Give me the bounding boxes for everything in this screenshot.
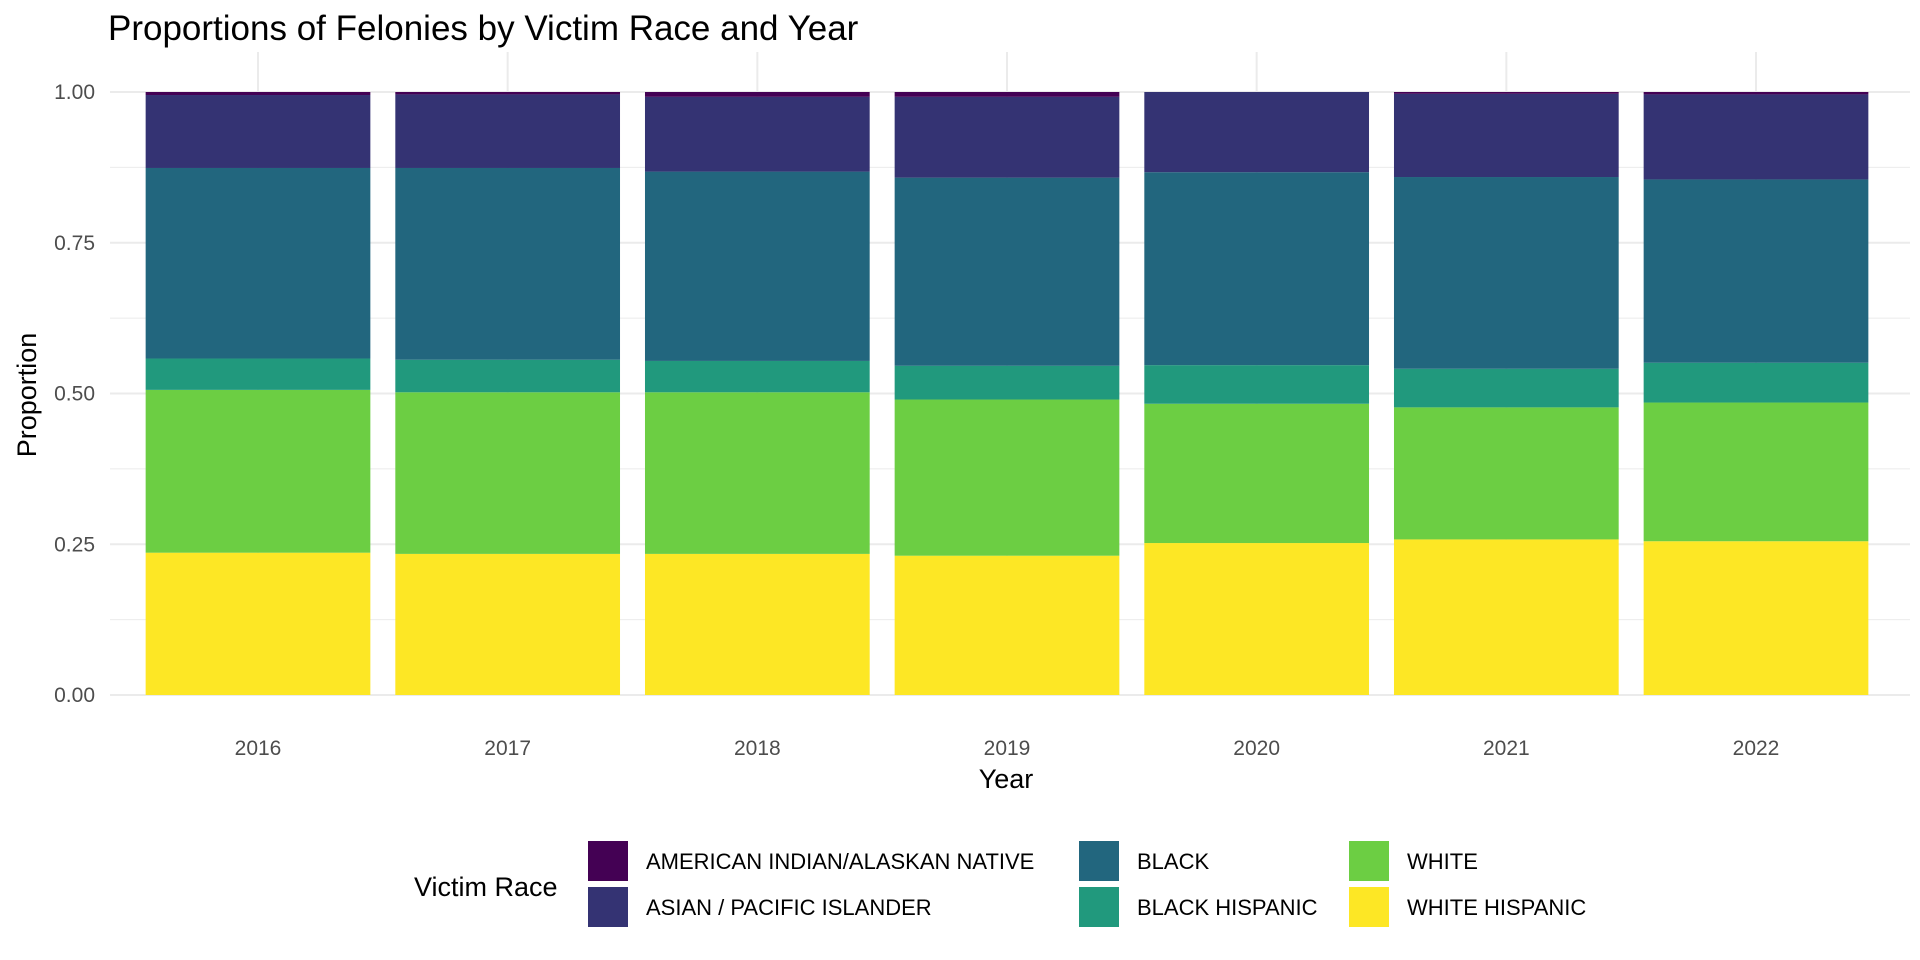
legend-label: BLACK [1137,849,1209,874]
bar-segment [1393,93,1619,178]
bar-segment [145,358,371,390]
x-tick-label: 2018 [734,737,781,760]
bar-segment [894,92,1120,97]
bar-segment [1643,541,1869,695]
legend-label: WHITE HISPANIC [1407,895,1586,920]
legend-label: BLACK HISPANIC [1137,895,1318,920]
bar-segment [1393,92,1619,94]
x-tick-label: 2022 [1733,737,1780,760]
bar-segment [1144,543,1370,695]
y-tick-label: 1.00 [54,81,95,104]
bar-segment [1393,368,1619,408]
legend-item: BLACK [1079,841,1209,881]
bar-segment [395,392,621,554]
bar-segment [1393,177,1619,369]
bar-segment [644,392,870,554]
bar-segment [1393,407,1619,540]
bar-segment [145,552,371,695]
bar-segment [145,92,371,96]
bar-segment [145,95,371,168]
legend-swatch [588,887,628,927]
stacked-bars [145,92,1869,695]
bar-segment [395,553,621,695]
x-axis-ticks: 2016 2017 2018 2019 2020 2021 2022 [235,737,1780,760]
x-tick-label: 2020 [1233,737,1280,760]
bar-segment [1643,402,1869,542]
x-tick-label: 2019 [984,737,1031,760]
x-tick-label: 2017 [484,737,531,760]
x-tick-label: 2021 [1483,737,1530,760]
legend-swatch [1349,841,1389,881]
legend: Victim Race AMERICAN INDIAN/ALASKAN NATI… [414,841,1586,927]
x-tick-label: 2016 [235,737,282,760]
legend-title: Victim Race [414,872,558,902]
bar-segment [145,389,371,553]
bar-segment [894,555,1120,695]
legend-item: WHITE [1349,841,1478,881]
bar-segment [1643,94,1869,180]
y-tick-label: 0.25 [54,533,95,556]
legend-label: AMERICAN INDIAN/ALASKAN NATIVE [646,849,1034,874]
legend-item: ASIAN / PACIFIC ISLANDER [588,887,932,927]
y-tick-label: 0.50 [54,383,95,406]
x-axis-title: Year [979,764,1034,794]
legend-swatch [1079,887,1119,927]
bar-segment [395,92,621,95]
bar-segment [395,359,621,393]
y-tick-label: 0.75 [54,232,95,255]
bar-segment [1144,403,1370,544]
bar-segment [894,96,1120,178]
bar-segment [395,94,621,168]
bar-segment [644,360,870,393]
bar-segment [644,171,870,361]
bar-segment [1393,539,1619,695]
y-axis-title: Proportion [12,333,42,458]
y-tick-label: 0.00 [54,684,95,707]
bar-segment [894,365,1120,400]
bar-segment [1144,172,1370,366]
bar-segment [1643,362,1869,403]
legend-items: AMERICAN INDIAN/ALASKAN NATIVE ASIAN / PA… [588,841,1586,927]
bar-segment [1144,92,1370,173]
legend-item: BLACK HISPANIC [1079,887,1318,927]
bar-segment [1643,179,1869,363]
legend-item: WHITE HISPANIC [1349,887,1586,927]
y-axis-ticks: 0.00 0.25 0.50 0.75 1.00 [54,81,95,707]
legend-swatch [1349,887,1389,927]
legend-label: WHITE [1407,849,1478,874]
bar-segment [395,167,621,360]
bar-segment [1643,92,1869,95]
bar-segment [644,96,870,172]
bar-segment [894,177,1120,366]
bar-segment [145,167,371,359]
legend-swatch [1079,841,1119,881]
bar-segment [644,553,870,695]
plot-panel: 0.00 0.25 0.50 0.75 1.00 2016 2017 2018 2019 202… [54,52,1910,760]
bar-segment [644,92,870,97]
bar-segment [894,399,1120,556]
legend-label: ASIAN / PACIFIC ISLANDER [646,895,932,920]
bar-segment [1144,365,1370,404]
legend-swatch [588,841,628,881]
chart-title: Proportions of Felonies by Victim Race a… [108,9,859,48]
legend-item: AMERICAN INDIAN/ALASKAN NATIVE [588,841,1034,881]
